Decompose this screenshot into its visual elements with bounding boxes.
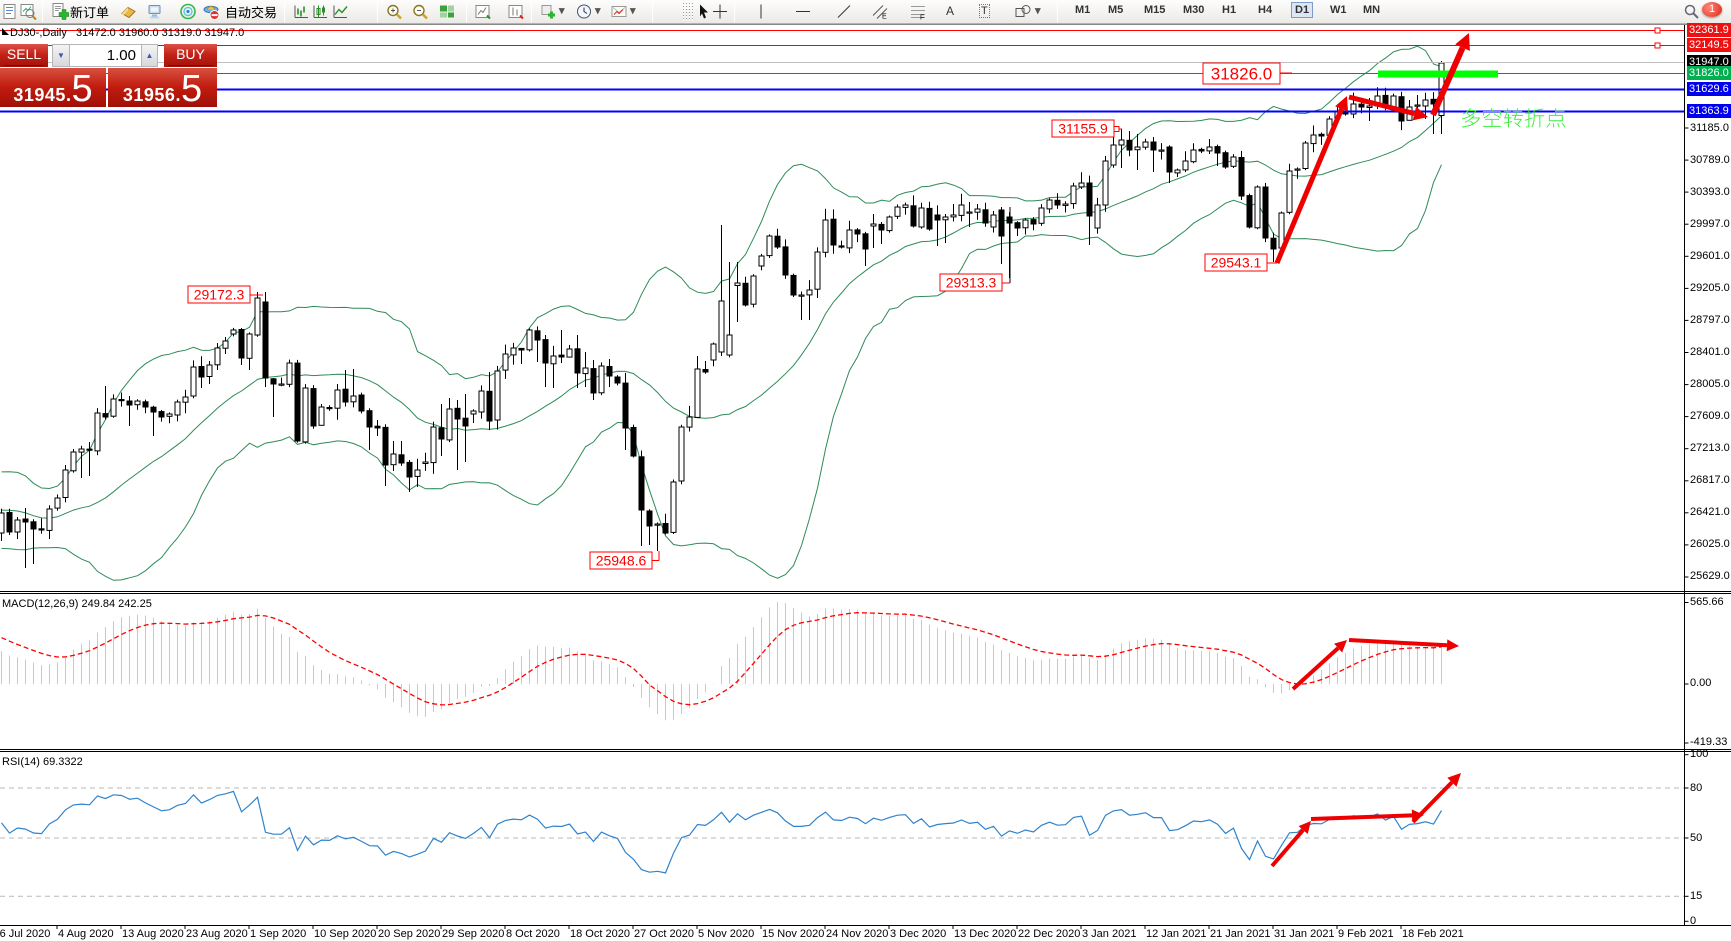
svg-text:29313.3: 29313.3 <box>946 275 997 291</box>
svg-text:F: F <box>920 15 924 22</box>
svg-text:29543.1: 29543.1 <box>1211 255 1262 271</box>
svg-text:29172.3: 29172.3 <box>194 287 245 303</box>
svg-text:31826.0: 31826.0 <box>1211 65 1272 84</box>
svg-text:E: E <box>882 14 887 21</box>
svg-text:31155.9: 31155.9 <box>1058 121 1108 137</box>
svg-text:25948.6: 25948.6 <box>596 553 647 569</box>
